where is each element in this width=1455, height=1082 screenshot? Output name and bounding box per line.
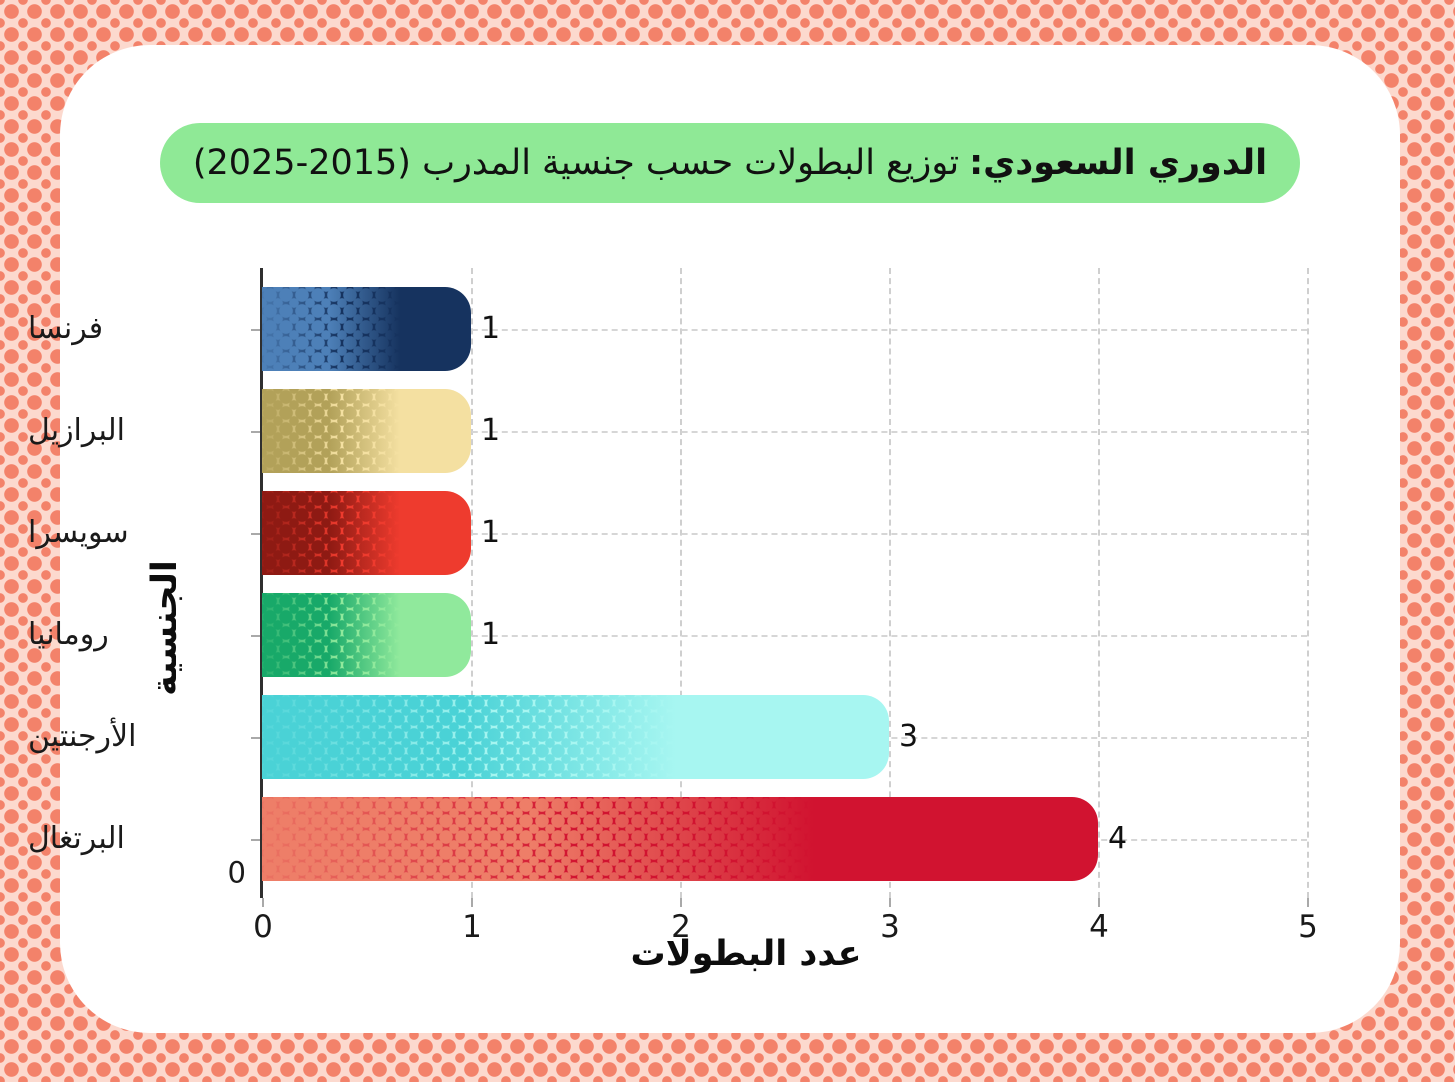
x-tick-label-0: 0	[253, 909, 273, 945]
chart-title-lead: الدوري السعودي:	[969, 143, 1268, 183]
x-tick-label-4: 4	[1089, 909, 1109, 945]
x-tick-3	[889, 898, 891, 907]
category-label-text-argentina: الأرجنتين	[28, 719, 137, 754]
y-tick-romania	[251, 635, 260, 637]
value-label-portugal: 4	[1108, 821, 1128, 856]
x-tick-1	[471, 898, 473, 907]
y-axis-title: الجنسية	[145, 560, 185, 696]
category-label-brazil: البرازيل	[28, 416, 248, 446]
chart-card: الدوري السعودي: توزيع البطولات حسب جنسية…	[28, 45, 1400, 1033]
gridline-vertical-2	[680, 268, 682, 898]
x-tick-label-5: 5	[1298, 909, 1318, 945]
bar-argentina	[262, 695, 889, 779]
y-tick-brazil	[251, 431, 260, 433]
x-tick-2	[680, 898, 682, 907]
value-label-argentina: 3	[899, 719, 919, 754]
bar-romania	[262, 593, 471, 677]
category-label-text-romania: رومانيا	[28, 617, 109, 652]
category-label-romania: رومانيا	[28, 620, 248, 650]
gridline-vertical-4	[1098, 268, 1100, 898]
category-label-switzerland: سويسرا	[28, 518, 248, 548]
y-tick-switzerland	[251, 533, 260, 535]
gridline-horizontal-france	[262, 329, 1307, 331]
gridline-horizontal-romania	[262, 635, 1307, 637]
category-label-text-switzerland: سويسرا	[28, 515, 129, 550]
bar-portugal	[262, 797, 1098, 881]
gridline-vertical-1	[471, 268, 473, 898]
y-axis-origin-label: 0	[227, 855, 246, 890]
value-label-france: 1	[481, 311, 501, 346]
gridline-vertical-5	[1307, 268, 1309, 898]
category-label-text-portugal: البرتغال	[28, 821, 125, 856]
category-label-text-brazil: البرازيل	[28, 413, 125, 448]
x-tick-0	[262, 898, 264, 907]
chart-title-pill: الدوري السعودي: توزيع البطولات حسب جنسية…	[160, 123, 1300, 203]
chart-title-rest: توزيع البطولات حسب جنسية المدرب (2015-20…	[192, 143, 960, 183]
y-axis-spine	[260, 268, 263, 898]
value-label-romania: 1	[481, 617, 501, 652]
gridline-vertical-3	[889, 268, 891, 898]
plot-area: 1 1 1 1 3 4 فرنسا البرازيل سويسرا رومانيا الأرجنت…	[28, 268, 1382, 974]
bar-france	[262, 287, 471, 371]
category-label-argentina: الأرجنتين	[28, 722, 248, 752]
bar-brazil	[262, 389, 471, 473]
y-tick-portugal	[251, 839, 260, 841]
x-tick-4	[1098, 898, 1100, 907]
x-tick-label-3: 3	[880, 909, 900, 945]
y-tick-argentina	[251, 737, 260, 739]
category-label-france: فرنسا	[28, 314, 248, 344]
x-tick-5	[1307, 898, 1309, 907]
y-tick-france	[251, 329, 260, 331]
category-label-text-france: فرنسا	[28, 311, 104, 346]
x-tick-label-2: 2	[671, 909, 691, 945]
gridline-horizontal-brazil	[262, 431, 1307, 433]
gridline-horizontal-switzerland	[262, 533, 1307, 535]
x-axis-title: عدد البطولات	[630, 934, 862, 974]
bar-switzerland	[262, 491, 471, 575]
x-tick-label-1: 1	[462, 909, 482, 945]
value-label-switzerland: 1	[481, 515, 501, 550]
value-label-brazil: 1	[481, 413, 501, 448]
category-label-portugal: البرتغال	[28, 824, 248, 854]
